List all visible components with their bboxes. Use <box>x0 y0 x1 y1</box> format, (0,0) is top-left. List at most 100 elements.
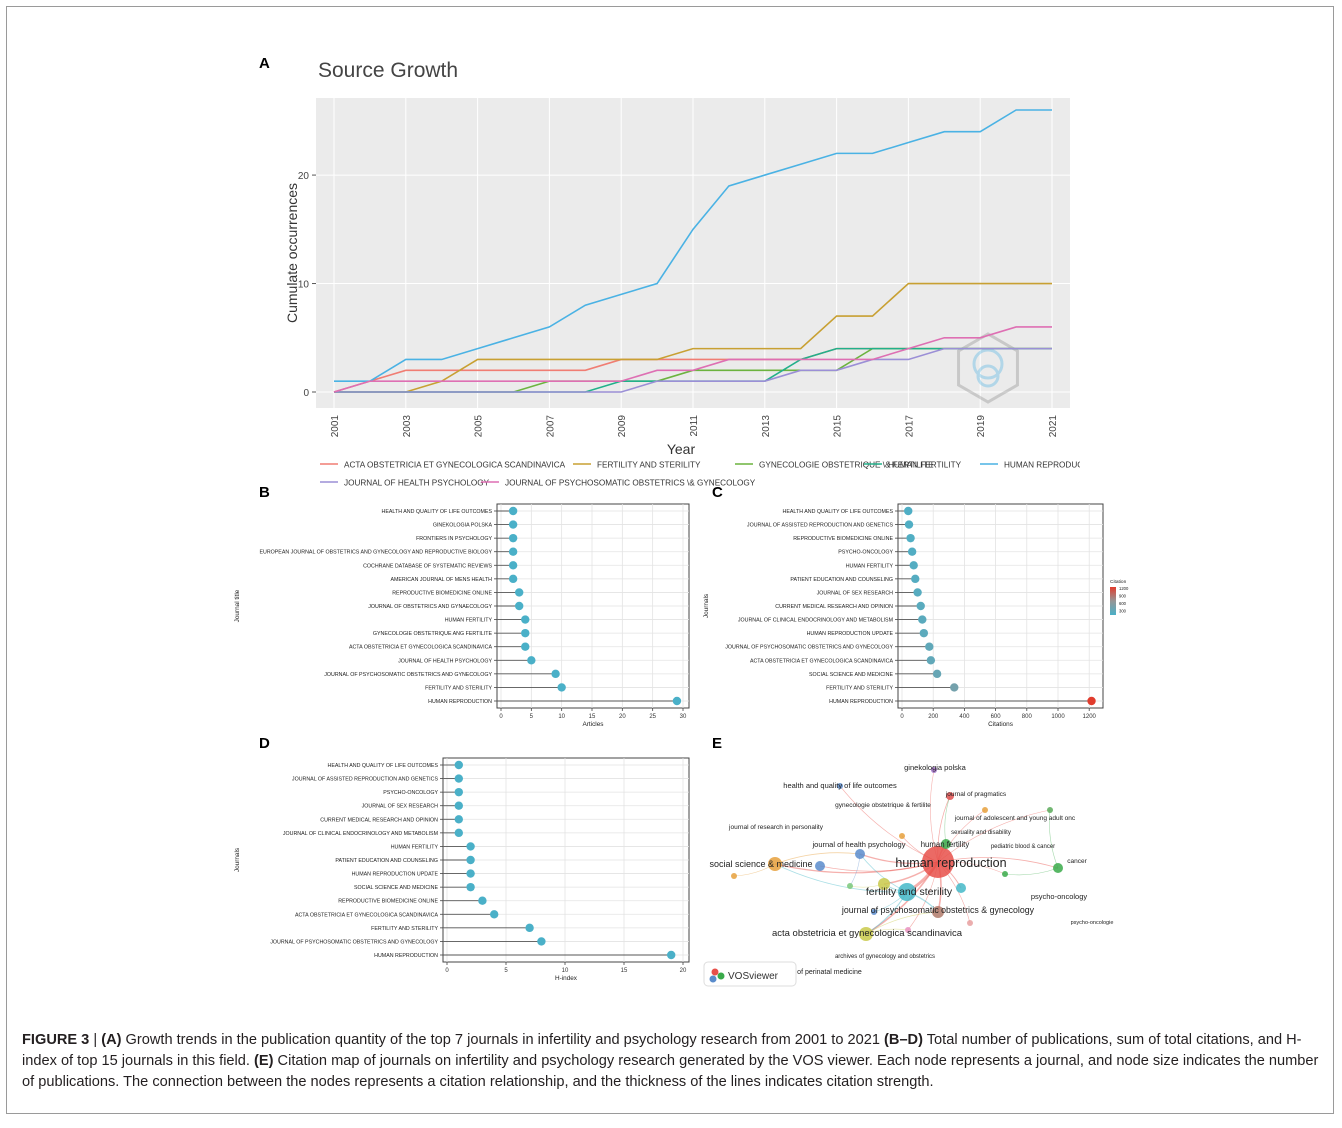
network-edge <box>774 852 861 865</box>
x-tick-label: 1200 <box>1083 714 1097 720</box>
data-point <box>478 896 487 905</box>
network-node <box>768 857 782 871</box>
data-point <box>919 628 929 638</box>
journal-label: CURRENT MEDICAL RESEARCH AND OPINION <box>775 604 893 610</box>
caption-text-bd: Total number of publications, sum of tot… <box>22 1032 1302 1069</box>
network-edge <box>774 861 939 874</box>
node-label: archives of gynecology and obstetrics <box>835 954 935 960</box>
network-node <box>956 883 966 893</box>
journal-label: HEALTH AND QUALITY OF LIFE OUTCOMES <box>328 763 439 769</box>
data-point <box>515 601 524 611</box>
caption-label-bd: (B–D) <box>884 1032 923 1048</box>
data-point <box>925 642 934 651</box>
legend-label-4: HUMAN REPRODUCTION <box>1004 461 1080 470</box>
node-label: fertility and sterility <box>866 886 953 898</box>
x-tick-label: 2005 <box>474 415 485 438</box>
legend-label-6: JOURNAL OF PSYCHOSOMATIC OBSTETRICS \& G… <box>505 479 756 488</box>
data-point <box>926 656 936 665</box>
journal-label: JOURNAL OF SEX RESEARCH <box>817 590 894 596</box>
x-tick-label: 0 <box>499 714 503 720</box>
journal-label: CURRENT MEDICAL RESEARCH AND OPINION <box>320 817 438 823</box>
journal-label: HUMAN FERTILITY <box>391 844 439 850</box>
panel-label-d: D <box>259 735 270 752</box>
journal-label: REPRODUCTIVE BIOMEDICINE ONLINE <box>793 536 893 542</box>
x-tick-label: 2021 <box>1048 415 1059 438</box>
caption-separator: | <box>89 1032 102 1048</box>
node-label: gynecologie obstetrique & fertilite <box>835 802 931 809</box>
data-point <box>918 615 927 624</box>
journal-label: FERTILITY AND STERILITY <box>425 685 492 691</box>
journal-label: HUMAN REPRODUCTION <box>374 953 438 959</box>
legend-label-0: ACTA OBSTETRICIA ET GYNECOLOGICA SCANDIN… <box>344 461 566 470</box>
data-point <box>950 683 959 692</box>
x-tick-label: 30 <box>680 714 687 720</box>
data-point <box>466 882 475 892</box>
y-axis-label: Cumulate occurrences <box>284 183 300 323</box>
journal-label: FERTILITY AND STERILITY <box>371 926 438 932</box>
legend-title: Citation <box>1110 579 1127 585</box>
journal-label: GINEKOLOGIA POLSKA <box>433 523 493 529</box>
source-growth-chart: Source Growth 0 10 20 2001 2003 2005 2007 2009 20… <box>284 59 1080 488</box>
data-point <box>508 520 518 529</box>
x-tick-label: 2003 <box>402 415 413 438</box>
node-label: psycho-oncologie <box>1071 920 1114 926</box>
network-edge <box>849 853 861 887</box>
network-node <box>922 846 954 878</box>
network-node <box>905 927 911 933</box>
journal-label: JOURNAL OF ASSISTED REPRODUCTION AND GEN… <box>747 523 894 529</box>
x-tick-label: 1000 <box>1051 714 1065 720</box>
journal-label: PATIENT EDUCATION AND COUNSELING <box>335 858 438 864</box>
caption-text-e: Citation map of journals on infertility … <box>22 1053 1319 1090</box>
data-point <box>1087 696 1096 706</box>
panel-label-e: E <box>712 735 723 752</box>
node-label: human fertility <box>921 840 970 849</box>
x-tick-label: 20 <box>619 714 626 720</box>
journal-label: HEALTH AND QUALITY OF LIFE OUTCOMES <box>382 509 493 515</box>
network-node <box>982 807 988 813</box>
data-point <box>904 506 913 516</box>
y-tick-label: 0 <box>303 388 309 399</box>
journal-label: HUMAN REPRODUCTION <box>428 699 492 705</box>
y-axis-label: Journals <box>703 594 710 618</box>
node-label: journal of perinatal medicine <box>773 969 862 976</box>
journal-label: HUMAN FERTILITY <box>846 563 894 569</box>
y-tick-label: 20 <box>298 171 310 182</box>
network-node <box>871 909 877 915</box>
data-point <box>557 683 566 692</box>
network-node <box>946 792 954 800</box>
journal-label: JOURNAL OF CLINICAL ENDOCRINOLOGY AND ME… <box>738 618 893 624</box>
panel-label-b: B <box>259 484 270 501</box>
journal-label: COCHRANE DATABASE OF SYSTEMATIC REVIEWS <box>363 563 492 569</box>
caption-label-e: (E) <box>254 1053 274 1069</box>
x-tick-label: 10 <box>562 968 569 974</box>
x-axis-label: Citations <box>988 721 1013 728</box>
logo-box <box>703 961 797 987</box>
node-label: pediatric blood & cancer <box>991 844 1055 850</box>
x-tick-label: 0 <box>900 714 904 720</box>
node-label: ginekologia polska <box>904 763 967 772</box>
legend-tick-label: 600 <box>1119 601 1127 606</box>
network-edge <box>865 911 939 935</box>
figure-caption: FIGURE 3 | (A) Growth trends in the publ… <box>22 1030 1322 1093</box>
journal-label: PATIENT EDUCATION AND COUNSELING <box>790 577 893 583</box>
series-line-5 <box>334 347 1052 393</box>
data-point <box>466 842 475 851</box>
data-point <box>454 801 463 810</box>
node-label: acta obstetricia et gynecologica scandin… <box>772 928 963 939</box>
x-tick-label: 2019 <box>976 415 987 438</box>
logo-dot-green <box>717 972 725 980</box>
data-point <box>521 628 530 638</box>
data-point <box>508 574 518 584</box>
journal-label: REPRODUCTIVE BIOMEDICINE ONLINE <box>338 899 438 905</box>
journal-label: JOURNAL OF HEALTH PSYCHOLOGY <box>398 658 492 664</box>
network-node <box>898 883 916 901</box>
legend: ACTA OBSTETRICIA ET GYNECOLOGICA SCANDIN… <box>320 461 1080 488</box>
legend-label-1: FERTILITY AND STERILITY <box>597 461 701 470</box>
journal-label: AMERICAN JOURNAL OF MENS HEALTH <box>390 577 492 583</box>
journal-label: ACTA OBSTETRICIA ET GYNECOLOGICA SCANDIN… <box>750 658 894 664</box>
citations-lollipop-chart: HEALTH AND QUALITY OF LIFE OUTCOMES JOURN… <box>703 503 1129 728</box>
series-line-6 <box>333 326 1052 393</box>
journal-label: PSYCHO-ONCOLOGY <box>838 550 893 556</box>
caption-text-a: Growth trends in the publication quantit… <box>121 1032 885 1048</box>
node-label: journal of health psychology <box>812 840 906 849</box>
